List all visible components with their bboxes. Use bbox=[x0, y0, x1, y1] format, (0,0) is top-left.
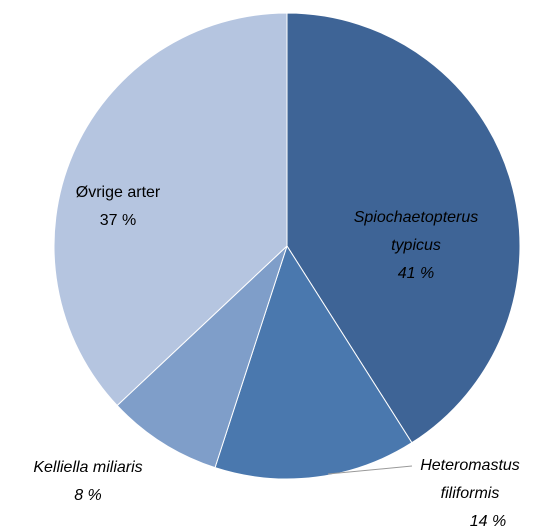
pie-slice bbox=[116, 245, 288, 469]
slice-label: Kelliella miliaris 8 % bbox=[0, 454, 176, 510]
leader-line bbox=[327, 465, 413, 475]
slices bbox=[53, 12, 521, 480]
slice-label: Øvrige arter 37 % bbox=[58, 179, 178, 235]
value-label: 8 % bbox=[74, 487, 102, 504]
pie-slice bbox=[286, 12, 521, 444]
value-label: 37 % bbox=[99, 212, 137, 229]
category-label: Kelliella miliaris bbox=[33, 459, 143, 476]
pie-slice bbox=[53, 12, 288, 407]
value-label: 14 % bbox=[469, 513, 507, 530]
category-label: Øvrige arter bbox=[75, 184, 161, 201]
slice-label: Spiochaetopterus typicus 41 % bbox=[336, 204, 496, 288]
pie-slice bbox=[214, 244, 413, 480]
value-label: 41 % bbox=[397, 265, 435, 282]
category-label: Heteromastus filiformis bbox=[420, 457, 520, 502]
category-label: Spiochaetopterus typicus bbox=[353, 209, 479, 254]
slice-label: Heteromastus filiformis 14 % bbox=[400, 452, 540, 530]
